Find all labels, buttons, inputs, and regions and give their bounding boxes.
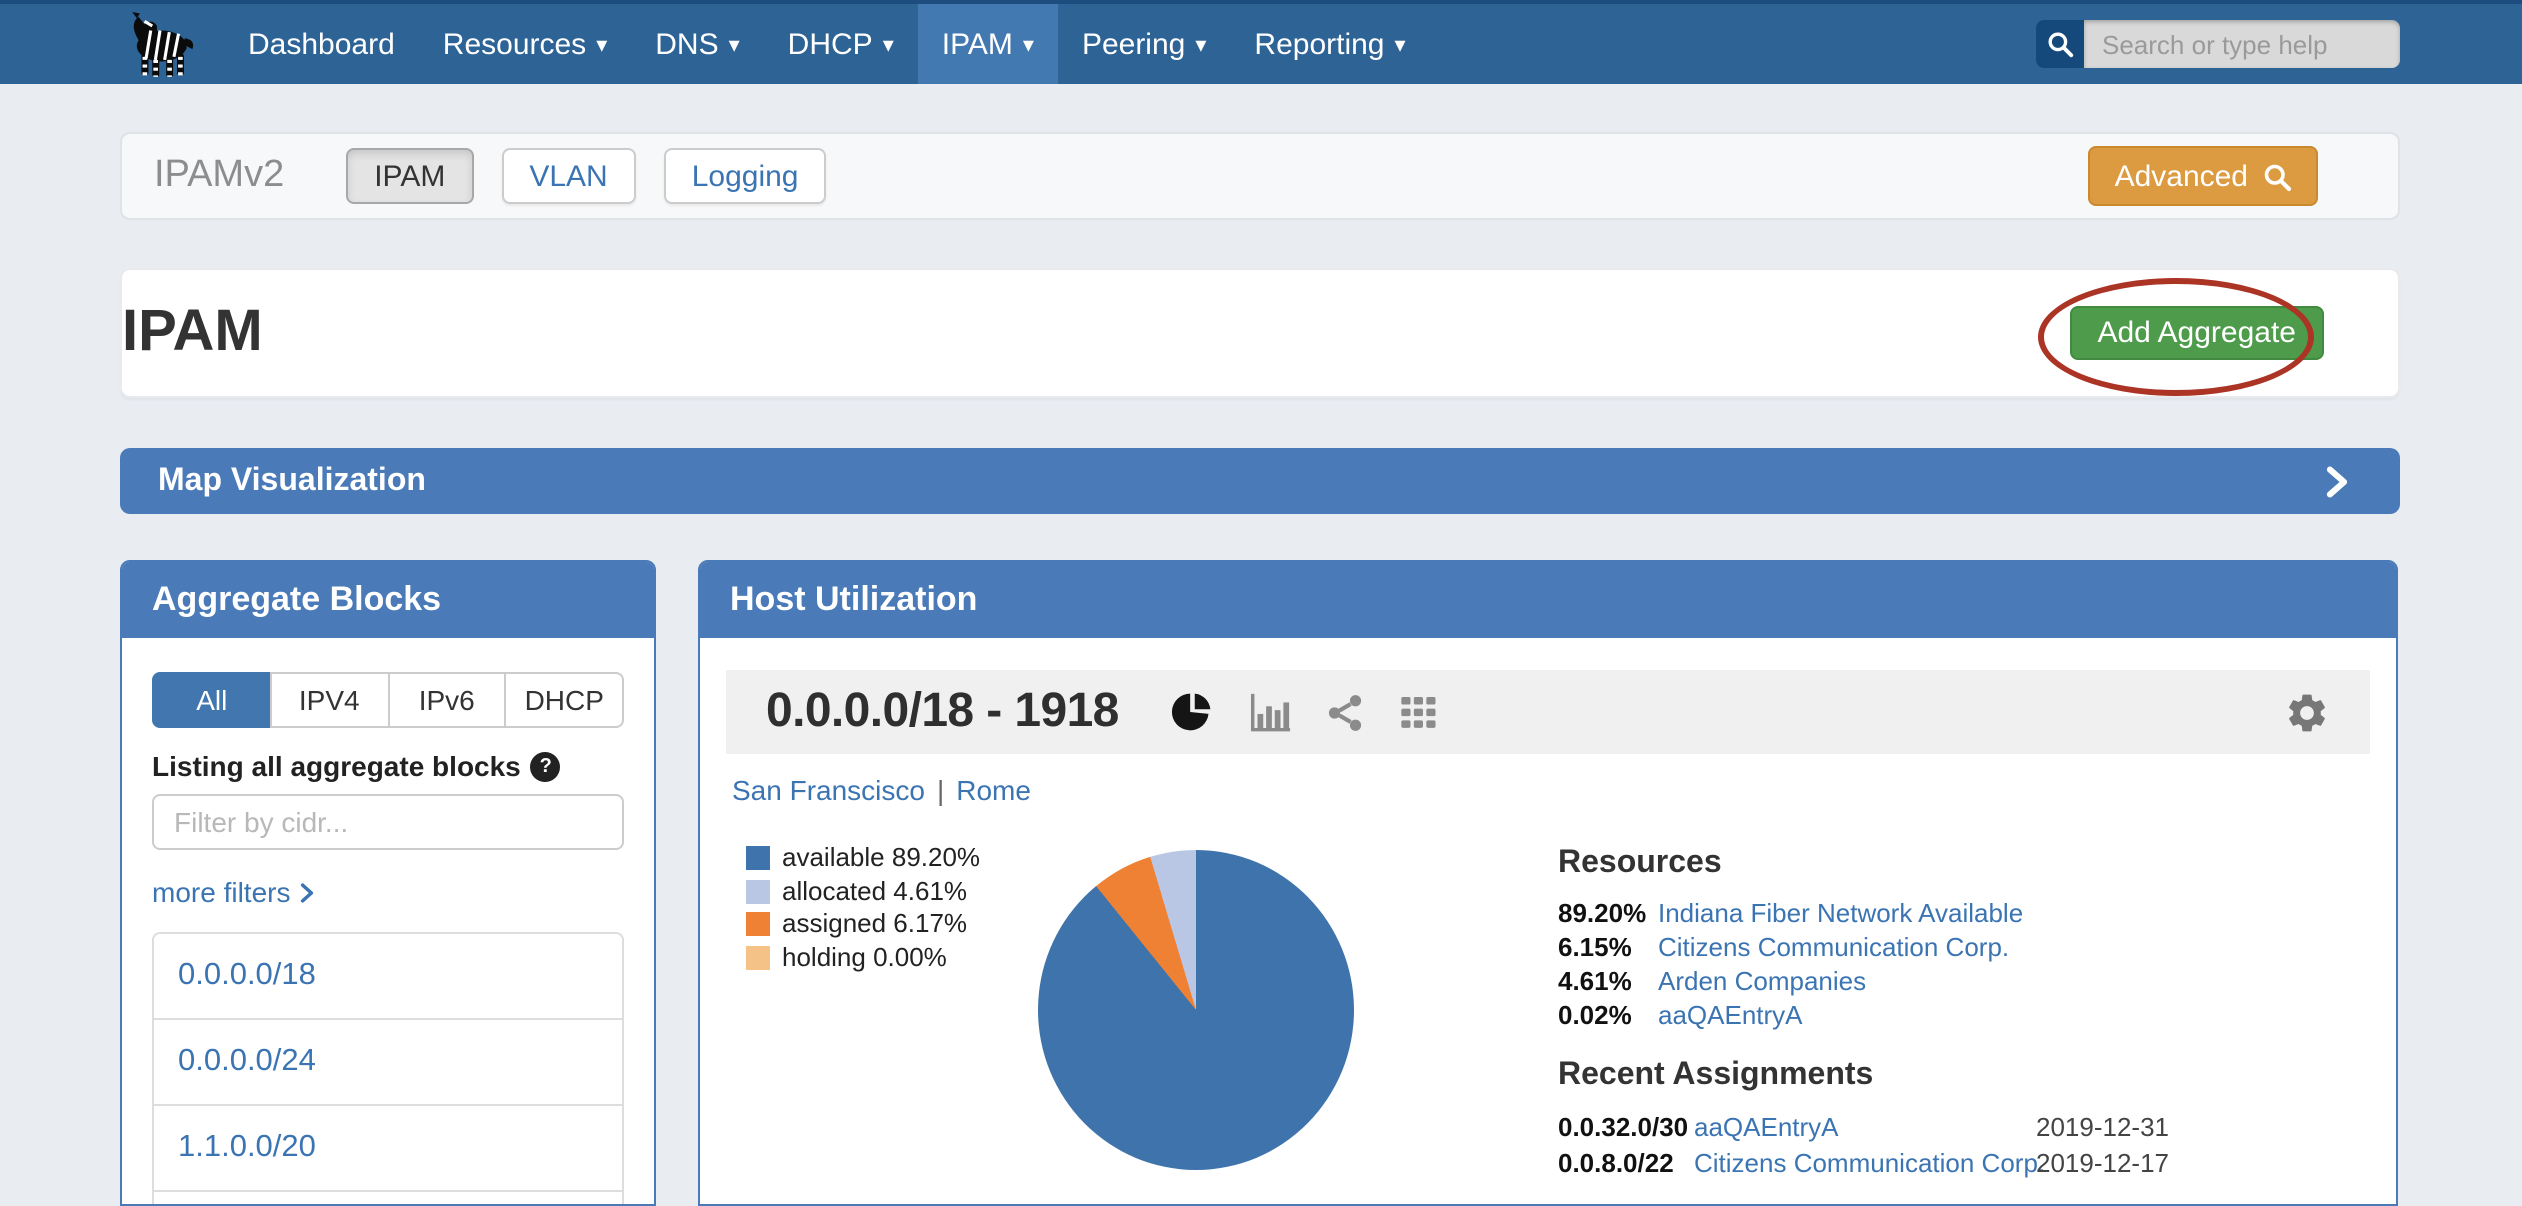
nav-item-ipam[interactable]: IPAM ▾ xyxy=(917,4,1058,84)
filter-ipv6-button[interactable]: IPv6 xyxy=(387,672,507,728)
block-title: 0.0.0.0/18 - 1918 xyxy=(766,684,1119,738)
legend-item: holding 0.00% xyxy=(746,941,980,974)
region-links: San Franscisco | Rome xyxy=(726,774,2370,806)
help-icon[interactable]: ? xyxy=(530,751,561,781)
filter-dhcp-button[interactable]: DHCP xyxy=(504,672,624,728)
assignment-row: 0.0.32.0/30 aaQAEntryA 2019-12-31 xyxy=(1558,1111,2169,1141)
chevron-down-icon: ▾ xyxy=(1022,33,1034,57)
chevron-right-icon xyxy=(301,882,314,902)
filter-all-button[interactable]: All xyxy=(152,672,272,728)
nav-item-dashboard[interactable]: Dashboard xyxy=(248,27,395,61)
cidr-filter-input[interactable] xyxy=(152,794,624,850)
aggregate-blocks-header: Aggregate Blocks xyxy=(122,562,654,638)
page-header-card: IPAM Add Aggregate xyxy=(120,268,2400,398)
nav-item-dhcp[interactable]: DHCP ▾ xyxy=(787,27,894,61)
nav-item-resources[interactable]: Resources ▾ xyxy=(442,27,608,61)
legend-item: allocated 4.61% xyxy=(746,875,980,908)
region-separator: | xyxy=(936,774,945,806)
assignment-date: 2019-12-31 xyxy=(2036,1111,2169,1141)
pie-chart-icon[interactable] xyxy=(1171,690,1215,734)
bar-chart-icon[interactable] xyxy=(1247,689,1293,735)
utilization-pie[interactable] xyxy=(1038,850,1354,1170)
listing-label: Listing all aggregate blocks ? xyxy=(152,750,624,782)
resource-row: 89.20% Indiana Fiber Network Available xyxy=(1558,898,2024,928)
legend-swatch xyxy=(746,945,770,970)
search-button[interactable] xyxy=(2036,20,2084,68)
share-icon[interactable] xyxy=(1325,691,1367,733)
chevron-down-icon: ▾ xyxy=(882,33,894,57)
chevron-down-icon: ▾ xyxy=(1195,33,1207,57)
page-title: IPAM xyxy=(122,300,263,364)
grid-icon[interactable] xyxy=(1399,692,1439,732)
utilization-toolbar: 0.0.0.0/18 - 1918 xyxy=(726,670,2370,754)
advanced-search-button[interactable]: Advanced xyxy=(2088,146,2318,206)
filter-ipv4-button[interactable]: IPV4 xyxy=(269,672,389,728)
resource-row: 6.15% Citizens Communication Corp. xyxy=(1558,932,2010,962)
host-utilization-panel: Host Utilization 0.0.0.0/18 - 1918 xyxy=(698,560,2398,1206)
aggregate-block-link[interactable]: 0.0.0.0/18 xyxy=(178,958,316,992)
nav-item-reporting[interactable]: Reporting ▾ xyxy=(1254,27,1406,61)
more-filters-link[interactable]: more filters xyxy=(152,876,624,908)
resource-link[interactable]: Indiana Fiber Network Available xyxy=(1658,898,2024,928)
chevron-down-icon: ▾ xyxy=(1394,33,1406,57)
assignment-row: 0.0.8.0/22 Citizens Communication Corp. 20… xyxy=(1558,1147,2169,1177)
toolbar-title: IPAMv2 xyxy=(154,154,285,196)
search-icon xyxy=(2264,163,2292,191)
legend-swatch xyxy=(746,879,770,904)
aggregate-blocks-body: All IPV4 IPv6 DHCP Listing all aggregate… xyxy=(122,638,654,1204)
chevron-down-icon: ▾ xyxy=(596,33,608,57)
assignment-link[interactable]: aaQAEntryA xyxy=(1694,1111,1839,1141)
tab-ipam[interactable]: IPAM xyxy=(346,148,474,204)
aggregate-block-link[interactable]: 1.1.0.0/24 xyxy=(154,1190,622,1204)
resource-link[interactable]: Arden Companies xyxy=(1658,966,1867,996)
legend-item: assigned 6.17% xyxy=(746,908,980,941)
region-link-san-francisco[interactable]: San Franscisco xyxy=(732,774,925,806)
resource-row: 4.61% Arden Companies xyxy=(1558,966,1867,996)
region-link-rome[interactable]: Rome xyxy=(956,774,1031,806)
host-utilization-header: Host Utilization xyxy=(700,562,2396,638)
block-type-filter: All IPV4 IPv6 DHCP xyxy=(152,672,624,728)
resource-link[interactable]: aaQAEntryA xyxy=(1658,1000,1803,1030)
chevron-right-icon xyxy=(2326,465,2348,497)
search-input[interactable] xyxy=(2084,20,2400,68)
map-visualization-bar[interactable]: Map Visualization xyxy=(120,448,2400,514)
global-search xyxy=(2036,20,2400,68)
aggregate-block-link[interactable]: 1.1.0.0/20 xyxy=(154,1104,622,1190)
add-aggregate-button[interactable]: Add Aggregate xyxy=(2069,306,2324,360)
assignment-link[interactable]: Citizens Communication Corp. xyxy=(1694,1147,2046,1177)
recent-assignments-heading: Recent Assignments xyxy=(1558,1057,1874,1091)
aggregate-block-list: 0.0.0.0/18 0.0.0.0/24 1.1.0.0/20 1.1.0.0… xyxy=(152,932,624,1204)
host-utilization-body: 0.0.0.0/18 - 1918 xyxy=(700,638,2396,1204)
ipamv2-toolbar: IPAMv2 IPAM VLAN Logging Advanced xyxy=(120,132,2400,220)
nav-item-peering[interactable]: Peering ▾ xyxy=(1081,27,1207,61)
tab-vlan[interactable]: VLAN xyxy=(501,148,636,204)
utilization-details: Resources 89.20% Indiana Fiber Network Av… xyxy=(1558,846,2396,1185)
aggregate-blocks-panel: Aggregate Blocks All IPV4 IPv6 DHCP List… xyxy=(120,560,656,1206)
gear-icon[interactable] xyxy=(2284,689,2330,735)
utilization-chart-area: available 89.20% allocated 4.61% assigne… xyxy=(726,806,2370,1204)
chevron-down-icon: ▾ xyxy=(728,33,740,57)
chart-view-switcher xyxy=(1171,689,1439,735)
resource-link[interactable]: Citizens Communication Corp. xyxy=(1658,932,2010,962)
resource-row: 0.02% aaQAEntryA xyxy=(1558,1000,1803,1030)
add-aggregate-wrap: Add Aggregate xyxy=(2037,278,2324,396)
resources-heading: Resources xyxy=(1558,846,1722,880)
zebra-logo-icon[interactable] xyxy=(108,12,212,80)
legend-swatch xyxy=(746,912,770,937)
assignment-date: 2019-12-17 xyxy=(2036,1147,2169,1177)
nav-item-dns[interactable]: DNS ▾ xyxy=(655,27,740,61)
legend-swatch xyxy=(746,846,770,871)
legend-item: available 89.20% xyxy=(746,842,980,875)
search-icon xyxy=(2048,32,2074,58)
pie-legend: available 89.20% allocated 4.61% assigne… xyxy=(746,842,980,974)
nav-menu: Dashboard Resources ▾ DNS ▾ DHCP ▾ IPAM ▾ Pe… xyxy=(224,4,1430,84)
top-nav: Dashboard Resources ▾ DNS ▾ DHCP ▾ IPAM ▾ Pe… xyxy=(0,0,2522,84)
tab-logging[interactable]: Logging xyxy=(663,148,827,204)
view-tabs: IPAM VLAN Logging xyxy=(346,148,827,204)
map-visualization-title: Map Visualization xyxy=(158,463,426,497)
aggregate-block-link[interactable]: 0.0.0.0/24 xyxy=(154,1018,622,1104)
